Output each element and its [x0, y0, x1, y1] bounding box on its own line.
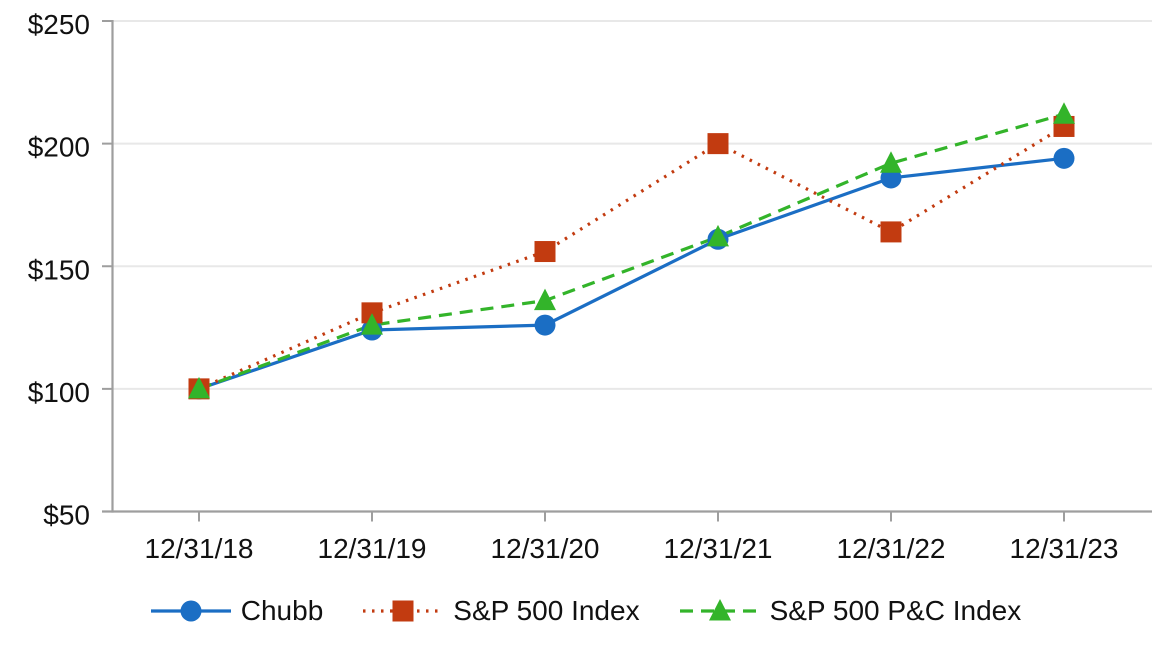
x-axis-label-3: 12/31/21 [664, 533, 773, 564]
y-axis-label-150: $150 [28, 254, 90, 285]
legend-label-sp500: S&P 500 Index [453, 595, 640, 626]
s-p-500-index-point-2 [534, 241, 556, 263]
legend-item-chubb: Chubb [150, 595, 324, 627]
s-p-500-index-legend-marker-icon [392, 600, 414, 622]
s-p-500-index-point-3 [707, 133, 729, 155]
legend-item-sp500: S&P 500 Index [363, 595, 640, 627]
s-p-500-index-point-1 [361, 302, 383, 324]
chart-legend: Chubb S&P 500 Index S&P 500 P&C Index [0, 589, 1172, 633]
chart-plot-area: $50 $100 $150 $200 $250 12/31/18 12/31/19 12/31… [28, 9, 1152, 564]
s-p-500-p-c-index-point-1 [361, 313, 383, 335]
sp500-pc-series-swatch-icon [679, 599, 760, 621]
x-axis-label-1: 12/31/19 [318, 533, 427, 564]
chubb-point-5 [1053, 147, 1075, 169]
chubb-line [198, 156, 1065, 391]
sp500-series-swatch-icon [363, 600, 444, 622]
s-p-500-index-line [198, 125, 1065, 391]
legend-label-sp500-pc: S&P 500 P&C Index [769, 595, 1022, 626]
x-axis-label-5: 12/31/23 [1010, 533, 1119, 564]
y-axis-label-50: $50 [43, 500, 90, 531]
s-p-500-p-c-index-point-0 [188, 376, 210, 399]
s-p-500-p-c-index-legend-marker-icon [708, 599, 731, 621]
chubb-point-2 [534, 314, 556, 336]
x-axis-label-0: 12/31/18 [145, 533, 254, 564]
s-p-500-p-c-index-point-4 [880, 151, 902, 173]
y-axis-label-200: $200 [28, 132, 90, 163]
y-axis-label-250: $250 [28, 9, 90, 40]
s-p-500-p-c-index-point-2 [534, 288, 556, 311]
s-p-500-p-c-index-line [198, 112, 1065, 391]
legend-label-chubb: Chubb [240, 595, 324, 626]
x-axis-label-4: 12/31/22 [837, 533, 946, 564]
s-p-500-index-point-4 [880, 221, 902, 243]
y-axis-label-100: $100 [28, 377, 90, 408]
chubb-legend-marker-icon [180, 600, 202, 622]
s-p-500-p-c-index-point-3 [707, 224, 729, 247]
legend-item-sp500-pc: S&P 500 P&C Index [679, 595, 1022, 627]
x-axis-label-2: 12/31/20 [491, 533, 600, 564]
s-p-500-p-c-index-point-5 [1053, 102, 1075, 124]
chubb-series-swatch-icon [150, 600, 231, 622]
